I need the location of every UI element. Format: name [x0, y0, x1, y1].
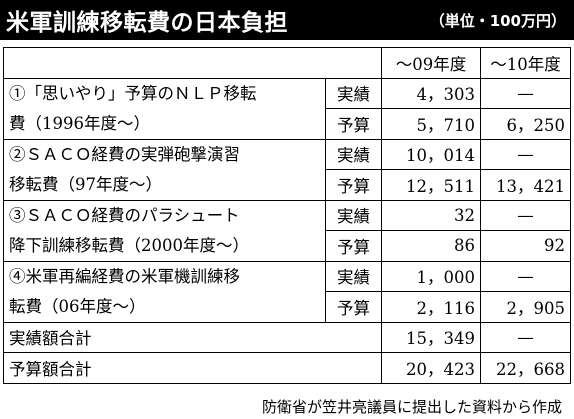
item-label: ②ＳＡＣＯ経費の実弾砲撃演習 移転費（97年度〜） — [3, 138, 326, 201]
header-blank-cell — [3, 47, 382, 79]
kind-actual: 実績 — [325, 260, 382, 292]
total-value: 22，668 — [480, 352, 571, 384]
value-cell: 2，905 — [480, 291, 571, 323]
total-value: 20，423 — [381, 352, 481, 384]
column-header-09: 〜09年度 — [381, 47, 481, 79]
value-cell: 6，250 — [480, 108, 571, 140]
kind-actual: 実績 — [325, 77, 382, 109]
value-cell: — — [480, 260, 571, 292]
value-cell: 5，710 — [381, 108, 481, 140]
total-label: 実績額合計 — [3, 321, 382, 353]
table-row: 予算 5，710 6，250 — [4, 108, 571, 140]
value-cell: 10，014 — [381, 138, 481, 170]
page-title: 米軍訓練移転費の日本負担 — [6, 10, 288, 36]
value-cell: 12，511 — [381, 169, 481, 201]
table-row: 予算 2，116 2，905 — [4, 291, 571, 323]
total-row-actual: 実績額合計 15，349 — — [3, 321, 571, 353]
item-label-line1: ①「思いやり」予算のＮＬＰ移転 — [9, 83, 257, 103]
total-label: 予算額合計 — [3, 352, 382, 384]
item-label-line1: ③ＳＡＣＯ経費のパラシュート — [9, 205, 240, 225]
kind-actual: 実績 — [325, 199, 382, 231]
table-row: ③ＳＡＣＯ経費のパラシュート 降下訓練移転費（2000年度〜） 実績 32 — — [3, 199, 571, 262]
value-cell: 32 — [381, 199, 481, 231]
unit-note: （単位・100万円） — [429, 11, 566, 30]
table-header-row: 〜09年度 〜10年度 — [3, 47, 571, 79]
table-row: ④米軍再編経費の米軍機訓練移 転費（06年度〜） 実績 1，000 — — [3, 260, 571, 323]
kind-budget: 予算 — [325, 291, 382, 323]
kind-actual: 実績 — [325, 138, 382, 170]
value-cell: 4，303 — [381, 77, 481, 109]
value-cell: — — [480, 77, 571, 109]
total-row-budget: 予算額合計 20，423 22，668 — [3, 352, 571, 384]
value-cell: 13，421 — [480, 169, 571, 201]
value-cell: 86 — [381, 230, 481, 262]
item-label-line2: 降下訓練移転費（2000年度〜） — [9, 235, 249, 255]
item-label-line2: 費（1996年度〜） — [9, 113, 150, 133]
value-cell: 92 — [480, 230, 571, 262]
value-cell: — — [480, 138, 571, 170]
header-bar: 米軍訓練移転費の日本負担 （単位・100万円） — [0, 0, 574, 40]
kind-budget: 予算 — [325, 108, 382, 140]
item-label: ③ＳＡＣＯ経費のパラシュート 降下訓練移転費（2000年度〜） — [3, 199, 326, 262]
table-row: 予算 86 92 — [4, 230, 571, 262]
table-row: 予算 12，511 13，421 — [4, 169, 571, 201]
source-note: 防衛省が笠井亮議員に提出した資料から作成 — [261, 398, 562, 416]
column-header-10: 〜10年度 — [480, 47, 571, 79]
item-label: ④米軍再編経費の米軍機訓練移 転費（06年度〜） — [3, 260, 326, 323]
kind-budget: 予算 — [325, 230, 382, 262]
value-cell: — — [480, 199, 571, 231]
table-row: ②ＳＡＣＯ経費の実弾砲撃演習 移転費（97年度〜） 実績 10，014 — — [3, 138, 571, 201]
item-label-line1: ④米軍再編経費の米軍機訓練移 — [9, 266, 240, 286]
item-label-line2: 転費（06年度〜） — [9, 296, 146, 316]
cost-table: 〜09年度 〜10年度 ①「思いやり」予算のＮＬＰ移転 費（1996年度〜） 実… — [3, 47, 571, 384]
item-label-line1: ②ＳＡＣＯ経費の実弾砲撃演習 — [9, 144, 240, 164]
item-label-line2: 移転費（97年度〜） — [9, 174, 162, 194]
kind-budget: 予算 — [325, 169, 382, 201]
total-value: 15，349 — [381, 321, 481, 353]
value-cell: 1，000 — [381, 260, 481, 292]
table-row: ①「思いやり」予算のＮＬＰ移転 費（1996年度〜） 実績 4，303 — — [3, 77, 571, 140]
total-value: — — [480, 321, 571, 353]
value-cell: 2，116 — [381, 291, 481, 323]
item-label: ①「思いやり」予算のＮＬＰ移転 費（1996年度〜） — [3, 77, 326, 140]
